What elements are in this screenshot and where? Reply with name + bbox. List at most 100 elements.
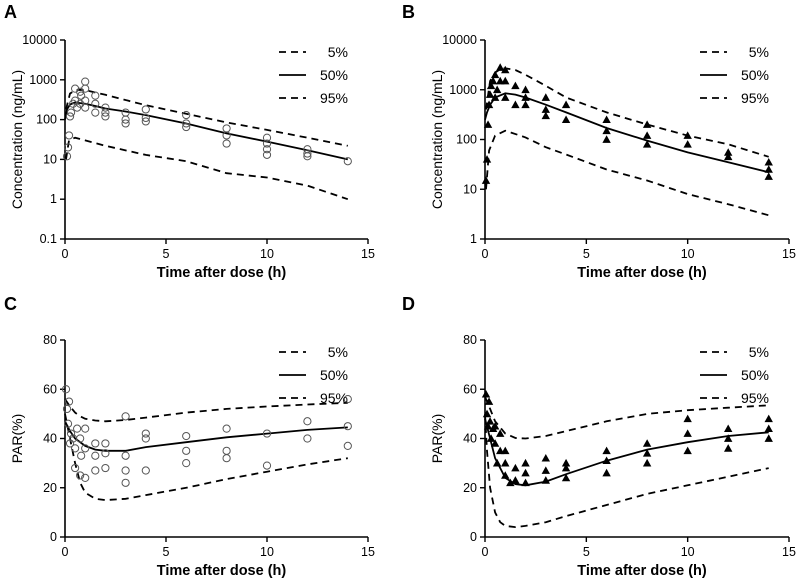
observed-point [65, 112, 75, 121]
panel-letter: A [4, 2, 17, 22]
x-tick-label: 10 [260, 545, 274, 559]
observed-point [724, 152, 733, 161]
legend: 5% 50% 95% [279, 344, 348, 406]
observed-point [63, 419, 73, 428]
series-line-50pct [484, 92, 769, 174]
legend: 5% 50% 95% [700, 44, 769, 106]
observed-point [541, 454, 550, 462]
y-tick-label: 1000 [449, 83, 477, 97]
observed-point [602, 135, 611, 143]
observed-point [764, 414, 773, 423]
y-tick-label: 40 [43, 432, 57, 446]
observed-point [642, 458, 652, 467]
observed-point [141, 113, 150, 123]
panel-letter: C [4, 294, 17, 314]
panel-b: B 1 10 100 1000 10000 0 5 10 15 Time after dose (h… [402, 2, 796, 281]
x-axis-title: Time after dose (h) [577, 563, 707, 579]
y-tick-label: 20 [463, 481, 477, 495]
observed-point [683, 414, 692, 423]
observed-point [262, 133, 272, 142]
observed-point [121, 412, 130, 421]
observed-point [541, 476, 550, 484]
observed-point [642, 439, 652, 447]
observed-point [541, 111, 550, 120]
panel-c: C 0 20 40 60 80 0 5 10 15 Time after dose (h) PAR(%… [4, 294, 375, 579]
observed-point [521, 458, 530, 467]
y-tick-label: 10000 [22, 33, 57, 47]
observed-point [521, 85, 530, 94]
observed-point [262, 150, 272, 159]
observed-point [501, 93, 510, 101]
observed-point [182, 446, 191, 455]
legend-label: 50% [320, 367, 348, 383]
observed-point [121, 478, 130, 487]
observed-point [724, 424, 733, 433]
observed-point [91, 439, 100, 448]
observed-point [501, 471, 510, 479]
observed-point [602, 468, 611, 477]
observed-point [91, 91, 100, 100]
panel-letter: B [402, 2, 415, 22]
y-tick-label: 100 [36, 113, 57, 127]
x-tick-label: 15 [361, 545, 375, 559]
observed-point [222, 446, 231, 455]
observed-point [121, 115, 130, 124]
observed-point [64, 131, 74, 140]
observed-point [182, 459, 191, 468]
x-tick-label: 5 [163, 545, 170, 559]
x-tick-label: 10 [260, 247, 274, 261]
observed-point [501, 458, 510, 467]
observed-point [141, 429, 150, 438]
observed-point [262, 461, 272, 470]
observed-point [182, 431, 191, 441]
legend-label: 95% [320, 90, 348, 106]
observed-point [561, 463, 571, 472]
observed-point [724, 148, 733, 156]
observed-point [182, 110, 191, 120]
observed-point [764, 165, 773, 173]
observed-point [262, 139, 272, 148]
observed-point [303, 417, 312, 426]
observed-point [101, 103, 110, 112]
observed-point [764, 434, 773, 442]
series-line-5pct [65, 136, 349, 201]
x-tick-label: 5 [583, 545, 590, 559]
y-tick-label: 10000 [442, 33, 477, 47]
panel-d: D 0 20 40 60 80 0 5 10 15 Time after dose (h) PAR(%… [402, 294, 796, 579]
observed-point [490, 70, 500, 79]
observed-point [683, 131, 692, 139]
observed-point [91, 466, 100, 475]
observed-point [483, 120, 493, 128]
series-line-95pct [64, 398, 348, 423]
observed-point [490, 93, 500, 101]
y-tick-label: 40 [463, 432, 477, 446]
legend-label: 5% [328, 44, 348, 60]
observed-point [521, 468, 530, 477]
observed-point [561, 458, 571, 467]
y-tick-label: 20 [43, 481, 57, 495]
observed-point [482, 409, 492, 418]
panel-a: A 0.1 1 10 100 1000 10000 0 5 10 15 Time after dose… [4, 2, 375, 281]
x-tick-label: 0 [482, 247, 489, 261]
observed-point [561, 100, 571, 109]
panel-letter: D [402, 294, 415, 314]
observed-point [62, 404, 72, 414]
observed-point [141, 434, 150, 443]
observed-point [521, 100, 530, 109]
y-axis-title: PAR(%) [429, 414, 445, 464]
observed-point [541, 105, 550, 113]
series-line-5pct [484, 413, 769, 529]
observed-point [343, 157, 352, 166]
observed-point [541, 466, 550, 474]
y-tick-label: 80 [463, 333, 477, 347]
series-line-5pct [64, 413, 348, 502]
observed-point [222, 424, 231, 433]
series-line-5pct [485, 129, 769, 217]
observed-point [724, 434, 733, 442]
observed-point [66, 429, 76, 438]
observed-point [77, 451, 86, 460]
observed-point [182, 119, 191, 128]
observed-point [71, 444, 80, 453]
observed-point [561, 115, 571, 124]
